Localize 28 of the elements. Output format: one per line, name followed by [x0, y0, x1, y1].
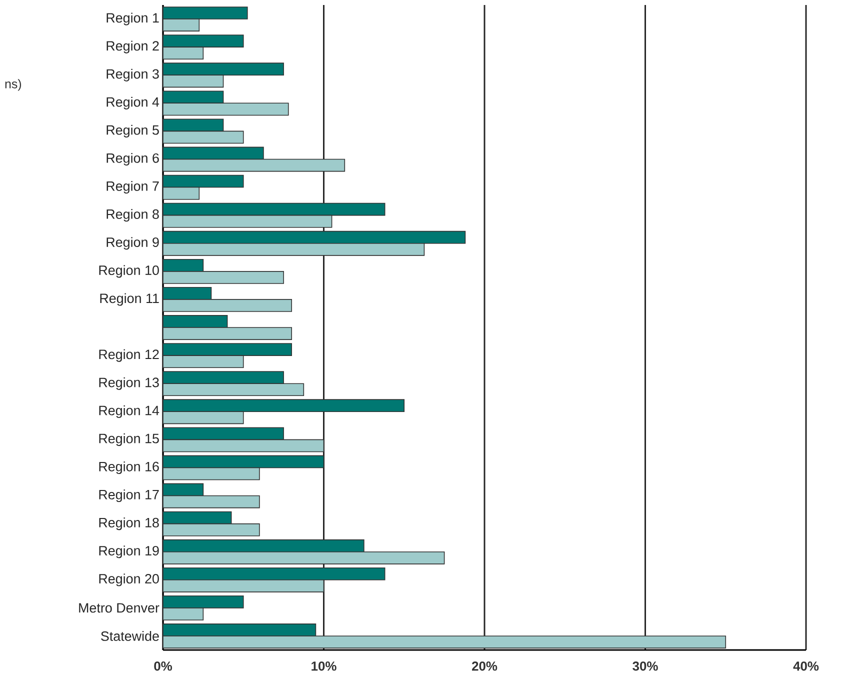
y-tick-label: Region 4	[106, 96, 160, 110]
y-tick-label: Region 17	[99, 489, 159, 502]
y-tick-label: Region 9	[106, 237, 159, 250]
y-tick-label: Region 18	[99, 518, 159, 530]
x-tick-label: 10%	[312, 662, 336, 671]
x-tick-label: 0%	[154, 662, 172, 671]
x-tick-label: 40%	[793, 662, 819, 671]
y-tick-label: Region 6	[106, 152, 159, 166]
y-tick-label: Metro Denver	[79, 603, 160, 613]
y-tick-label: Region 12	[99, 349, 159, 362]
x-tick-label: 20%	[472, 662, 498, 671]
y-tick-label: Region 14	[99, 405, 160, 418]
y-tick-label: Region 5	[106, 124, 159, 138]
y-tick-label: Region 11	[100, 293, 159, 306]
y-tick-label: Region 20	[99, 574, 159, 586]
y-tick-label: Region 16	[99, 461, 159, 474]
y-tick-label: Region 1	[106, 12, 159, 26]
y-tick-label: Region 15	[99, 433, 159, 446]
y-tick-label: Region 10	[99, 265, 159, 278]
y-tick-label: Region 7	[106, 181, 159, 194]
y-tick-label: Region 8	[106, 209, 159, 222]
text: ns)	[5, 79, 22, 91]
y-tick-label: Region 2	[106, 40, 159, 54]
y-tick-label: Region 13	[99, 377, 159, 390]
y-tick-label: Region 3	[106, 68, 159, 82]
y-tick-label: Region 19	[99, 546, 159, 558]
y-tick-label: Statewide	[101, 631, 159, 641]
x-tick-label: 30%	[632, 662, 658, 671]
